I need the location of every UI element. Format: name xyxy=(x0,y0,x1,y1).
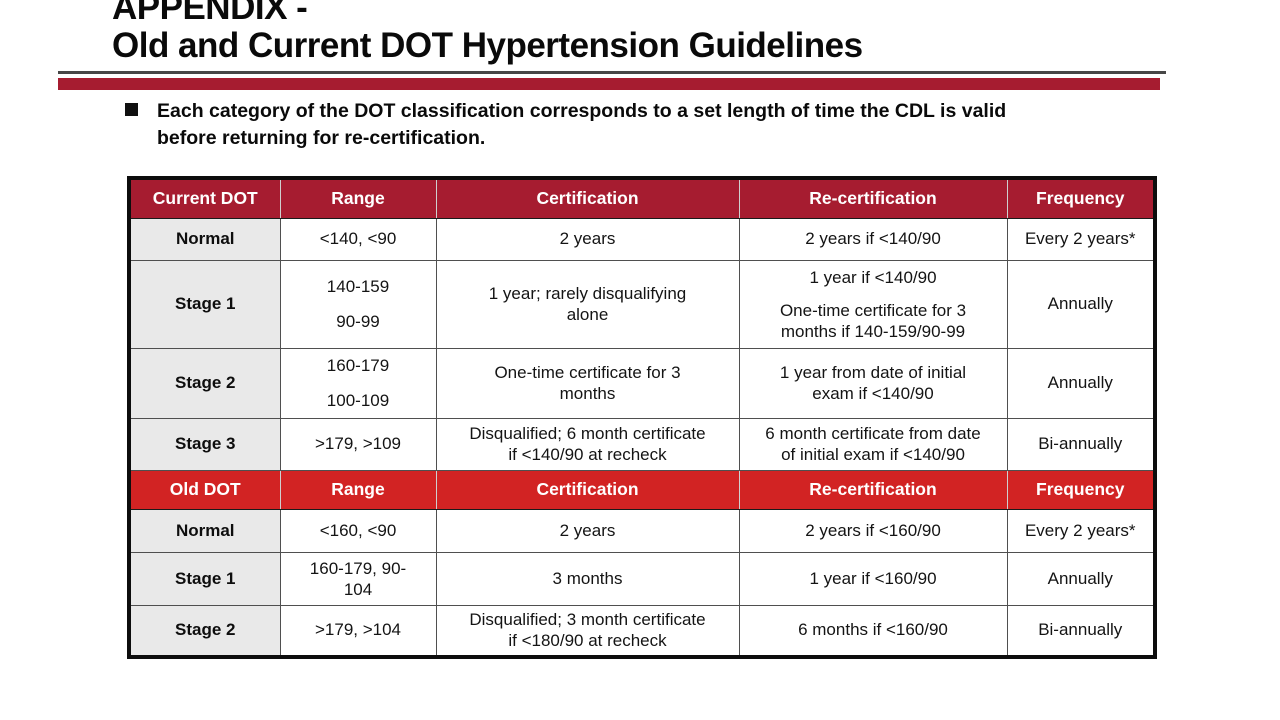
range-line: 90-99 xyxy=(336,312,380,331)
cert-line: One-time certificate for 3 xyxy=(494,363,681,382)
title-divider-gray xyxy=(58,71,1166,74)
cert-line: if <140/90 at recheck xyxy=(508,445,667,464)
dot-hypertension-table: Current DOT Range Certification Re-certi… xyxy=(127,176,1157,659)
cell-current-stage2-freq: Annually xyxy=(1006,347,1156,419)
header-row-current: Current DOT Range Certification Re-certi… xyxy=(128,177,1156,219)
cell-old-normal-cert: 2 years xyxy=(435,508,740,553)
page-title-line2: Old and Current DOT Hypertension Guideli… xyxy=(112,26,863,65)
recert-line: One-time certificate for 3 xyxy=(779,300,967,320)
recert-line: months if 140-159/90-99 xyxy=(780,321,966,341)
bullet-text-line1: Each category of the DOT classification … xyxy=(157,100,1007,122)
cell-current-normal-freq: Every 2 years* xyxy=(1006,217,1156,261)
range-line: 160-179 xyxy=(326,356,390,375)
guidelines-table: Current DOT Range Certification Re-certi… xyxy=(127,176,1157,659)
cell-old-stage2-label: Stage 2 xyxy=(128,604,281,658)
table-row: Stage 1 140-159 90-99 1 year; rarely dis… xyxy=(128,259,1156,349)
cell-old-normal-freq: Every 2 years* xyxy=(1006,508,1156,553)
range-line: 104 xyxy=(343,579,373,599)
recert-line: exam if <140/90 xyxy=(812,384,934,403)
range-line: 160-179, 90- xyxy=(309,558,407,578)
header-current-certification: Certification xyxy=(435,177,740,219)
cell-old-normal-recert: 2 years if <160/90 xyxy=(738,508,1008,553)
header-old-certification: Certification xyxy=(435,469,740,510)
cell-current-stage1-cert: 1 year; rarely disqualifying alone xyxy=(435,259,740,349)
recert-line: 1 year if <140/90 xyxy=(809,267,937,287)
cell-current-normal-range: <140, <90 xyxy=(279,217,437,261)
cell-old-stage2-range: >179, >104 xyxy=(279,604,437,658)
table-row: Normal <140, <90 2 years 2 years if <140… xyxy=(128,217,1156,261)
header-current-recertification: Re-certification xyxy=(738,177,1008,219)
cell-old-stage1-range: 160-179, 90- 104 xyxy=(279,551,437,606)
page-title-line1: APPENDIX - xyxy=(112,0,308,27)
cert-line: if <180/90 at recheck xyxy=(508,631,667,651)
recert-line: of initial exam if <140/90 xyxy=(781,445,965,464)
cell-current-normal-recert: 2 years if <140/90 xyxy=(738,217,1008,261)
cell-current-stage3-cert: Disqualified; 6 month certificate if <14… xyxy=(435,417,740,471)
header-current-dot: Current DOT xyxy=(128,177,281,219)
cell-old-stage1-cert: 3 months xyxy=(435,551,740,606)
cell-old-stage2-freq: Bi-annually xyxy=(1006,604,1156,658)
cell-current-stage1-freq: Annually xyxy=(1006,259,1156,349)
header-current-frequency: Frequency xyxy=(1006,177,1156,219)
cell-current-stage1-recert: 1 year if <140/90 One-time certificate f… xyxy=(738,259,1008,349)
cell-current-stage3-freq: Bi-annually xyxy=(1006,417,1156,471)
cert-line: 1 year; rarely disqualifying xyxy=(488,284,687,303)
cell-current-stage2-label: Stage 2 xyxy=(128,347,281,419)
range-line: 140-159 xyxy=(326,277,390,296)
bullet-text-line2: before returning for re-certification. xyxy=(157,127,486,149)
cell-current-stage3-label: Stage 3 xyxy=(128,417,281,471)
cell-current-stage2-recert: 1 year from date of initial exam if <140… xyxy=(738,347,1008,419)
header-old-range: Range xyxy=(279,469,437,510)
cell-current-stage2-cert: One-time certificate for 3 months xyxy=(435,347,740,419)
header-current-range: Range xyxy=(279,177,437,219)
table-row: Stage 2 >179, >104 Disqualified; 3 month… xyxy=(128,604,1156,658)
table-row: Stage 3 >179, >109 Disqualified; 6 month… xyxy=(128,417,1156,471)
header-old-dot: Old DOT xyxy=(128,469,281,510)
cell-old-stage1-recert: 1 year if <160/90 xyxy=(738,551,1008,606)
cell-current-stage1-range: 140-159 90-99 xyxy=(279,259,437,349)
table-row: Stage 1 160-179, 90- 104 3 months 1 year… xyxy=(128,551,1156,606)
cell-current-stage3-range: >179, >109 xyxy=(279,417,437,471)
cell-old-stage2-cert: Disqualified; 3 month certificate if <18… xyxy=(435,604,740,658)
title-divider-red xyxy=(58,78,1160,90)
header-old-recertification: Re-certification xyxy=(738,469,1008,510)
cell-old-normal-range: <160, <90 xyxy=(279,508,437,553)
cell-current-stage2-range: 160-179 100-109 xyxy=(279,347,437,419)
table-row: Stage 2 160-179 100-109 One-time certifi… xyxy=(128,347,1156,419)
cell-old-stage2-recert: 6 months if <160/90 xyxy=(738,604,1008,658)
range-line: 100-109 xyxy=(326,391,390,410)
bullet-square-icon xyxy=(125,103,138,116)
page-title: APPENDIX - Old and Current DOT Hypertens… xyxy=(112,0,863,65)
header-old-frequency: Frequency xyxy=(1006,469,1156,510)
recert-line: 6 month certificate from date xyxy=(765,424,981,443)
cert-line: alone xyxy=(566,305,609,324)
cell-old-stage1-label: Stage 1 xyxy=(128,551,281,606)
cell-current-stage1-label: Stage 1 xyxy=(128,259,281,349)
cell-current-stage3-recert: 6 month certificate from date of initial… xyxy=(738,417,1008,471)
cert-line: Disqualified; 6 month certificate xyxy=(469,424,706,443)
recert-line: 1 year from date of initial xyxy=(779,363,967,382)
cert-line: months xyxy=(559,384,616,403)
bullet-text: Each category of the DOT classification … xyxy=(157,98,1006,152)
cell-current-normal-label: Normal xyxy=(128,217,281,261)
cell-current-normal-cert: 2 years xyxy=(435,217,740,261)
cell-old-normal-label: Normal xyxy=(128,508,281,553)
cell-old-stage1-freq: Annually xyxy=(1006,551,1156,606)
header-row-old: Old DOT Range Certification Re-certifica… xyxy=(128,469,1156,510)
cert-line: Disqualified; 3 month certificate xyxy=(469,610,706,630)
table-row: Normal <160, <90 2 years 2 years if <160… xyxy=(128,508,1156,553)
